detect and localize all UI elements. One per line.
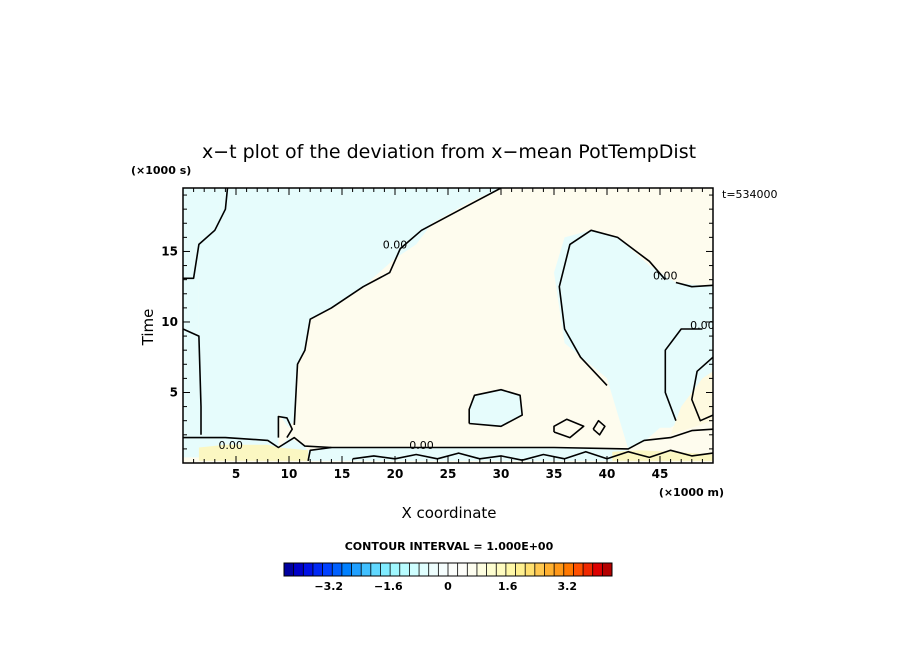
plot-content: 0.00 0.00 0.00 0.00 0.00 [183,188,715,462]
x-tick-label: 5 [232,467,240,481]
x-unit-label: (×1000 m) [659,486,724,499]
filled-region [554,230,713,449]
colorbar-swatch [390,563,401,576]
contour-line [664,328,703,421]
contour-line [690,356,713,422]
colorbar-swatch [515,563,526,576]
colorbar-swatch [438,563,449,576]
colorbar-swatch [563,563,574,576]
filled-region [198,444,309,461]
colorbar-swatch [322,563,333,576]
contour-line [468,388,524,428]
colorbar-swatch [592,563,603,576]
colorbar-swatch [476,563,487,576]
chart-title: x−t plot of the deviation from x−mean Po… [202,141,696,163]
contour-line [558,229,666,386]
x-tick-label: 30 [493,467,510,481]
colorbar-swatch [496,563,507,576]
colorbar-swatch [573,563,584,576]
contour-label: 0.00 [383,239,408,252]
minor-ticks [183,188,713,463]
x-tick-label: 25 [440,467,457,481]
colorbar-swatch [303,563,314,576]
colorbar-swatch [428,563,439,576]
colorbar-swatch [505,563,516,576]
colorbar-swatch [544,563,555,576]
contour-line [307,446,332,462]
x-axis-label: X coordinate [401,504,496,522]
contour-line [675,281,713,288]
colorbar-tick-label: 1.6 [498,580,518,593]
y-tick-label: 15 [161,244,178,258]
time-stamp: t=534000 [722,188,778,201]
colorbar-tick-label: 3.2 [558,580,578,593]
y-axis-label: Time [139,309,157,347]
filled-region [183,188,311,458]
contour-line [293,188,502,425]
y-unit-label: (×1000 s) [131,164,191,177]
contour-line [277,415,294,439]
colorbar: −3.2 −1.6 0 1.6 3.2 [283,562,613,593]
colorbar-swatch [602,563,613,576]
colorbar-swatch [457,563,468,576]
y-tick-label: 5 [170,385,178,399]
plot-area: 0.00 0.00 0.00 0.00 0.00 5 10 15 20 25 30 35 40 45 5 10… [161,187,715,481]
colorbar-swatch [380,563,391,576]
colorbar-tick-label: −1.6 [374,580,403,593]
contour-label: 0.00 [218,439,243,452]
filled-region [612,450,713,461]
colorbar-swatch [467,563,478,576]
contour-line [592,419,606,436]
colorbar-swatch [332,563,343,576]
contour-line [183,428,713,450]
x-tick-label: 35 [546,467,563,481]
colorbar-swatch [399,563,410,576]
colorbar-swatch [341,563,352,576]
contour-line [553,418,585,439]
contour-label: 0.00 [690,319,715,332]
colorbar-swatch [486,563,497,576]
x-tick-label: 40 [599,467,616,481]
colorbar-frame [283,562,613,577]
colorbar-swatch [448,563,458,576]
filled-region [193,188,501,448]
contour-label: 0.00 [409,439,434,452]
x-tick-label: 45 [652,467,669,481]
x-tick-label: 15 [334,467,351,481]
x-tick-label: 10 [281,467,298,481]
x-tick-label: 20 [387,467,404,481]
colorbar-tick-label: 0 [444,580,452,593]
contour-line [183,188,229,280]
colorbar-tick-label: −3.2 [314,580,343,593]
colorbar-swatch [554,563,565,576]
contour-label: 0.00 [653,270,678,283]
colorbar-swatch [534,563,545,576]
colorbar-swatch [409,563,420,576]
colorbar-swatch [361,563,372,576]
colorbar-swatch [351,563,362,576]
contour-line [183,328,202,435]
y-tick-label: 10 [161,315,178,329]
colorbar-swatch [525,563,536,576]
contour-line [352,449,713,462]
filled-region [469,389,523,427]
colorbar-swatch [419,563,430,576]
colorbar-swatch [370,563,381,576]
contour-interval-text: CONTOUR INTERVAL = 1.000E+00 [345,540,554,553]
colorbar-swatch [293,563,304,576]
colorbar-swatch [284,563,294,576]
colorbar-swatch [312,563,323,576]
colorbar-swatch [583,563,594,576]
